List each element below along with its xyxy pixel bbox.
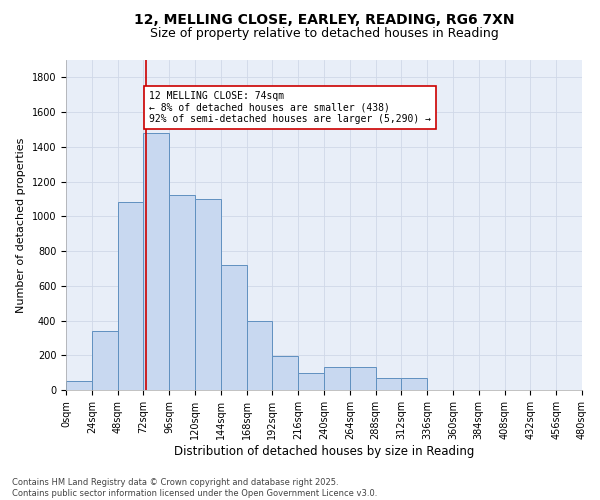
Bar [247,320,272,390]
Bar [66,382,92,390]
Bar [401,378,427,390]
X-axis label: Distribution of detached houses by size in Reading: Distribution of detached houses by size … [174,444,474,458]
Text: 12, MELLING CLOSE, EARLEY, READING, RG6 7XN: 12, MELLING CLOSE, EARLEY, READING, RG6 … [134,12,514,26]
Bar [118,202,143,390]
Bar [143,133,169,390]
Bar [324,368,350,390]
Bar [169,196,195,390]
Bar [195,199,221,390]
Bar [376,378,401,390]
Text: Contains HM Land Registry data © Crown copyright and database right 2025.
Contai: Contains HM Land Registry data © Crown c… [12,478,377,498]
Bar [298,372,324,390]
Bar [272,356,298,390]
Text: Size of property relative to detached houses in Reading: Size of property relative to detached ho… [149,28,499,40]
Y-axis label: Number of detached properties: Number of detached properties [16,138,26,312]
Bar [221,265,247,390]
Bar [350,368,376,390]
Text: 12 MELLING CLOSE: 74sqm
← 8% of detached houses are smaller (438)
92% of semi-de: 12 MELLING CLOSE: 74sqm ← 8% of detached… [149,92,431,124]
Bar [92,331,118,390]
